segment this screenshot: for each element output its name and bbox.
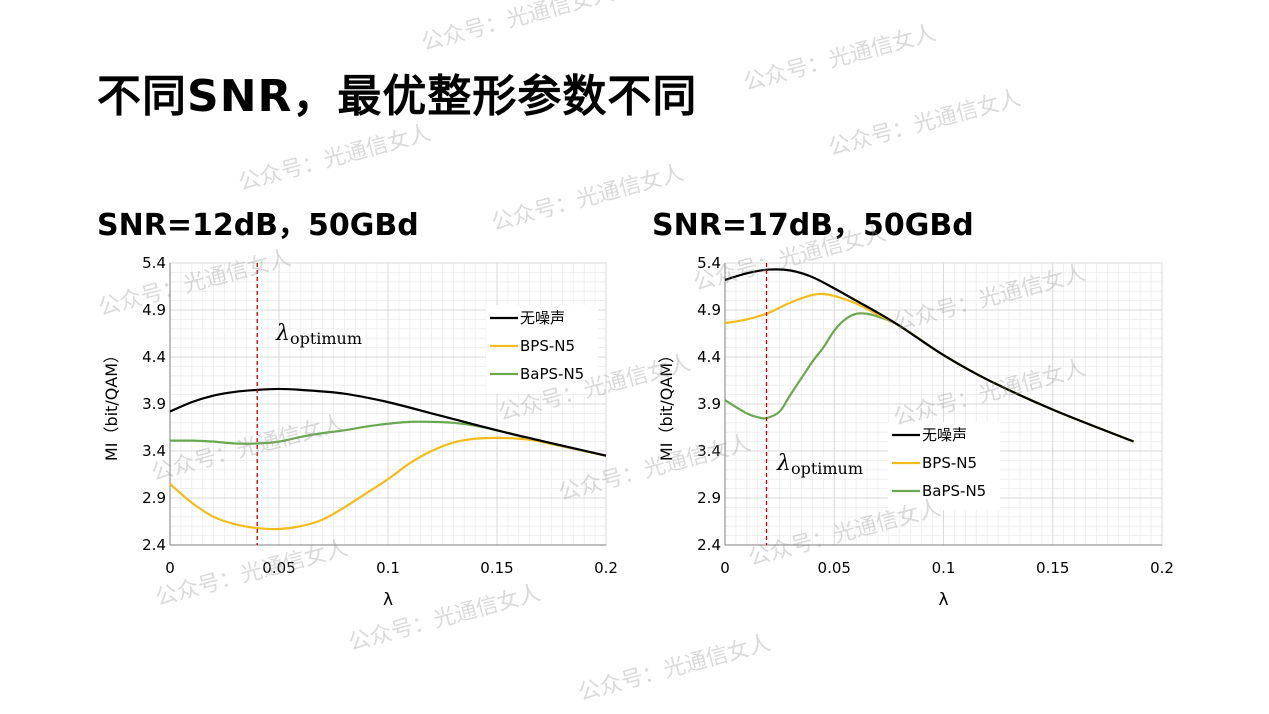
series-line-0 <box>169 387 607 457</box>
legend-label: BPS-N5 <box>520 337 575 355</box>
x-tick-label: 0.1 <box>376 559 400 577</box>
y-tick-label: 3.4 <box>697 442 721 460</box>
x-tick-label: 0.05 <box>262 559 295 577</box>
legend-label: 无噪声 <box>922 426 967 444</box>
x-tick-label: 0 <box>165 559 175 577</box>
x-tick-label: 0.2 <box>1150 559 1174 577</box>
series-line-1 <box>169 436 607 531</box>
x-tick-label: 0.1 <box>932 559 956 577</box>
subtitle-left: SNR=12dB，50GBd <box>97 208 419 243</box>
y-tick-label: 2.4 <box>697 536 721 554</box>
optimum-label-sub: optimum <box>290 329 362 348</box>
y-tick-label: 2.9 <box>697 489 721 507</box>
legend-label: BPS-N5 <box>922 454 977 472</box>
legend-label: BaPS-N5 <box>520 365 584 383</box>
y-tick-label: 4.4 <box>142 348 166 366</box>
x-tick-label: 0.15 <box>1036 559 1069 577</box>
x-axis-label: λ <box>938 590 948 610</box>
y-tick-label: 3.4 <box>142 442 166 460</box>
optimum-label-lambda: λ <box>275 321 290 346</box>
y-tick-label: 4.9 <box>142 301 166 319</box>
y-tick-label: 4.9 <box>697 301 721 319</box>
optimum-label-lambda: λ <box>776 451 791 476</box>
legend-box <box>486 305 598 393</box>
y-tick-label: 3.9 <box>697 395 721 413</box>
legend-label: BaPS-N5 <box>922 482 986 500</box>
x-tick-label: 0.2 <box>594 559 618 577</box>
y-tick-label: 5.4 <box>697 254 721 272</box>
y-tick-label: 2.9 <box>142 489 166 507</box>
legend-box <box>888 422 1000 510</box>
optimum-label-sub: optimum <box>791 459 863 478</box>
x-tick-label: 0.15 <box>480 559 513 577</box>
optimum-label: λoptimum <box>776 451 863 478</box>
y-tick-label: 2.4 <box>142 536 166 554</box>
y-tick-label: 4.4 <box>697 348 721 366</box>
subtitle-right: SNR=17dB，50GBd <box>652 208 974 243</box>
y-axis-label: MI（bit/QAM） <box>102 347 121 461</box>
y-axis-label: MI（bit/QAM） <box>657 347 676 461</box>
x-tick-label: 0 <box>720 559 730 577</box>
x-axis-label: λ <box>383 590 393 610</box>
legend-label: 无噪声 <box>520 309 565 327</box>
slide-title: 不同SNR，最优整形参数不同 <box>97 71 698 122</box>
x-tick-label: 0.05 <box>818 559 851 577</box>
y-tick-label: 5.4 <box>142 254 166 272</box>
y-tick-label: 3.9 <box>142 395 166 413</box>
series-line-0 <box>724 268 1134 443</box>
optimum-label: λoptimum <box>275 321 362 348</box>
